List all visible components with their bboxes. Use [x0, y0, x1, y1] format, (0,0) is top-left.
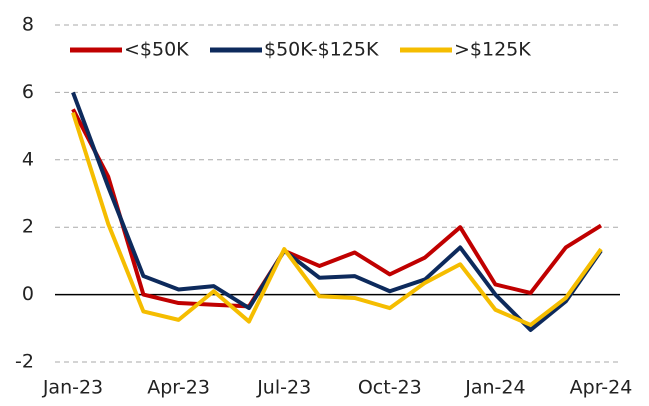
legend-label: >$125K — [454, 39, 531, 61]
legend-label: $50K-$125K — [264, 39, 379, 61]
y-tick-label: 8 — [22, 14, 34, 36]
x-tick-label: Jul-23 — [256, 377, 311, 399]
y-tick-label: -2 — [15, 351, 34, 373]
y-tick-label: 4 — [22, 148, 34, 170]
series-line — [71, 108, 603, 309]
x-tick-label: Apr-24 — [570, 377, 633, 399]
y-tick-label: 0 — [22, 283, 34, 305]
y-tick-label: 2 — [22, 216, 34, 238]
x-tick-label: Jan-23 — [42, 377, 103, 399]
x-tick-label: Oct-23 — [358, 377, 422, 399]
y-tick-label: 6 — [22, 81, 34, 103]
x-tick-label: Jan-24 — [464, 377, 525, 399]
x-tick-label: Apr-23 — [147, 377, 210, 399]
series-line — [71, 112, 603, 327]
legend-label: <$50K — [124, 39, 189, 61]
series-line — [71, 91, 603, 332]
